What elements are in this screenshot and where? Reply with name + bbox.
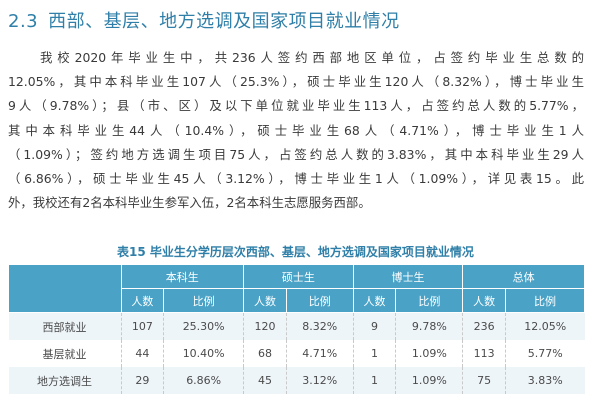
table-cell: 68 (243, 340, 287, 367)
group-header-undergrad: 本科生 (120, 264, 245, 289)
table-cell: 1.09% (395, 367, 464, 394)
sub-header-ratio: 比例 (505, 288, 585, 313)
table-cell: 8.32% (285, 312, 354, 340)
group-header-total: 总体 (462, 264, 585, 289)
paragraph-line: 12.05%，其中本科毕业生107人（25.3%），硕士毕业生120人（8.32… (8, 74, 584, 90)
sub-header-ratio: 比例 (395, 288, 464, 313)
row-label: 西部就业 (8, 312, 122, 340)
table-caption: 表15 毕业生分学历层次西部、基层、地方选调及国家项目就业情况 (117, 245, 474, 259)
table-cell: 120 (243, 312, 287, 340)
table-row: 基层就业 44 10.40% 68 4.71% 1 1.09% 113 5.77… (8, 340, 585, 367)
group-header-master: 硕士生 (243, 264, 354, 289)
section-number: 2.3 (8, 11, 39, 32)
table-cell: 3.12% (285, 367, 354, 394)
table-cell: 113 (462, 340, 506, 367)
paragraph-line: （6.86%），硕士毕业生45人（3.12%），博士毕业生1人（1.09%），详… (8, 170, 584, 186)
table-cell: 29 (120, 367, 165, 394)
table-cell: 3.83% (505, 367, 585, 394)
table-cell: 44 (120, 340, 165, 367)
body-paragraph: 我校2020年毕业生中，共236人签约西部地区单位，占签约毕业生总数的 12.0… (8, 46, 584, 215)
paragraph-line: 我校2020年毕业生中，共236人签约西部地区单位，占签约毕业生总数的 (40, 50, 584, 65)
paragraph-line: 其中本科毕业生44人（10.4%），硕士毕业生68人（4.71%），博士毕业生1… (8, 122, 584, 138)
table-cell: 6.86% (163, 367, 245, 394)
table-cell: 10.40% (163, 340, 245, 367)
table-cell: 107 (120, 312, 165, 340)
group-header-doctor: 博士生 (352, 264, 464, 289)
table-cell: 75 (462, 367, 506, 394)
sub-header-count: 人数 (352, 288, 397, 313)
table-cell: 25.30% (163, 312, 245, 340)
table-cell: 9.78% (395, 312, 464, 340)
row-label: 地方选调生 (8, 367, 122, 394)
paragraph-line: 外，我校还有2名本科毕业生参军入伍，2名本科生志愿服务西部。 (8, 195, 371, 211)
sub-header-count: 人数 (243, 288, 287, 313)
table-cell: 236 (462, 312, 506, 340)
sub-header-count: 人数 (462, 288, 506, 313)
table-cell: 45 (243, 367, 287, 394)
table-cell: 1 (352, 340, 397, 367)
table-cell: 1 (352, 367, 397, 394)
section-heading: 2.3 西部、基层、地方选调及国家项目就业情况 (8, 7, 400, 33)
table-cell: 5.77% (505, 340, 585, 367)
table-row: 西部就业 107 25.30% 120 8.32% 9 9.78% 236 12… (8, 312, 585, 340)
table-cell: 1.09% (395, 340, 464, 367)
table-cell: 12.05% (505, 312, 585, 340)
paragraph-line: （1.09%）；签约地方选调生项目75人，占签约总人数的3.83%，其中本科毕业… (8, 146, 584, 162)
sub-header-count: 人数 (120, 288, 165, 313)
table-row: 地方选调生 29 6.86% 45 3.12% 1 1.09% 75 3.83% (8, 367, 585, 394)
sub-header-ratio: 比例 (163, 288, 245, 313)
row-label: 基层就业 (8, 340, 122, 367)
table-cell: 9 (352, 312, 397, 340)
table-cell: 4.71% (285, 340, 354, 367)
section-title: 西部、基层、地方选调及国家项目就业情况 (48, 11, 400, 32)
paragraph-line: 9人（9.78%）；县（市、区）及以下单位就业毕业生113人，占签约总人数的5.… (8, 98, 584, 114)
table-corner-cell (8, 264, 122, 313)
sub-header-ratio: 比例 (285, 288, 354, 313)
employment-table: 本科生 硕士生 博士生 总体 人数 比例 人数 比例 人数 比例 人数 比例 西… (8, 264, 585, 394)
